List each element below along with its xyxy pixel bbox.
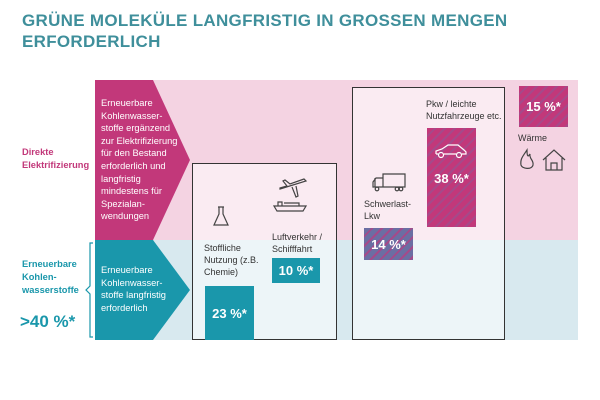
plane-icon xyxy=(279,178,308,198)
sector-label: Pkw / leichte Nutzfahrzeuge etc. xyxy=(426,99,502,121)
flame-icon xyxy=(520,148,534,169)
sector-value: 23 %* xyxy=(205,286,254,340)
flask-icon xyxy=(213,206,229,226)
sector-label: Stoffliche Nutzung (z.B. Chemie) xyxy=(204,243,259,277)
brace-icon xyxy=(85,242,93,338)
page-title: GRÜNE MOLEKÜLE LANGFRISTIG IN GROSSEN ME… xyxy=(22,11,508,51)
ship-icon xyxy=(273,201,307,212)
truck-icon xyxy=(372,173,406,192)
sector-value: 38 %* xyxy=(434,170,469,186)
sector-label: Wärme xyxy=(518,133,547,143)
car-icon xyxy=(435,144,467,159)
hydrocarbons-label: Erneuerbare Kohlen-wasserstoffe xyxy=(22,259,79,295)
sector-value: 10 %* xyxy=(272,258,320,283)
direct-electrification-label: Direkte Elektrifizierung xyxy=(22,147,90,170)
sector-label: Schwerlast-Lkw xyxy=(364,199,412,221)
house-icon xyxy=(542,149,566,171)
sector-value: 14 %* xyxy=(364,228,413,260)
sector-label: Luftverkehr / Schifffahrt xyxy=(272,232,323,254)
hydrocarbons-share: >40 %* xyxy=(20,312,76,331)
sector-value: 15 %* xyxy=(519,86,568,127)
